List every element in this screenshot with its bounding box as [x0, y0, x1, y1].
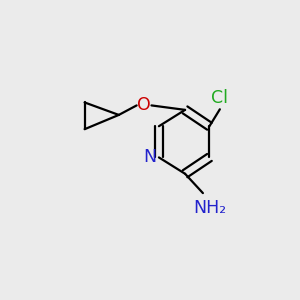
Text: NH₂: NH₂ [193, 199, 226, 217]
Text: Cl: Cl [211, 89, 228, 107]
Text: O: O [137, 96, 151, 114]
Text: N: N [143, 148, 157, 166]
